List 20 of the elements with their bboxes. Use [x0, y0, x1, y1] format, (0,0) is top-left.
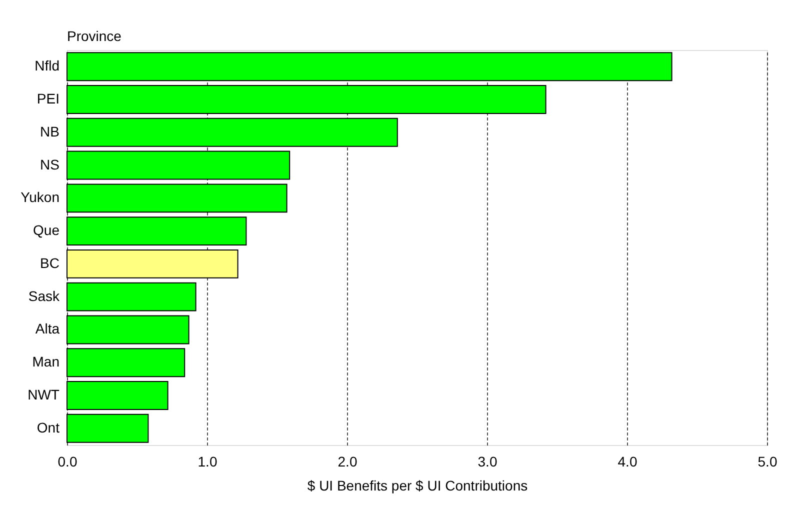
- y-tick-label: Sask: [28, 288, 60, 304]
- y-tick-label: Alta: [35, 320, 60, 337]
- x-tick-label: 5.0: [758, 454, 778, 470]
- x-tick-label: 0.0: [58, 454, 78, 470]
- x-tick-label: 2.0: [338, 454, 358, 470]
- y-tick-label: NB: [40, 123, 60, 140]
- x-tick-label: 1.0: [198, 454, 218, 470]
- y-tick-label: Que: [33, 222, 60, 238]
- x-tick-label: 4.0: [618, 454, 638, 470]
- y-tick-label: Man: [32, 354, 60, 370]
- y-axis-title: Province: [67, 28, 122, 44]
- y-tick-label: NS: [40, 156, 60, 172]
- y-tick-label: Yukon: [20, 189, 60, 206]
- y-tick-label: Nfld: [34, 58, 60, 74]
- x-axis-title: $ UI Benefits per $ UI Contributions: [307, 478, 528, 494]
- y-tick-label: PEI: [36, 90, 60, 106]
- y-tick-label: BC: [40, 254, 60, 271]
- y-tick-label: Ont: [36, 419, 60, 436]
- y-tick-label: NWT: [28, 386, 60, 402]
- x-tick-label: 3.0: [478, 454, 498, 470]
